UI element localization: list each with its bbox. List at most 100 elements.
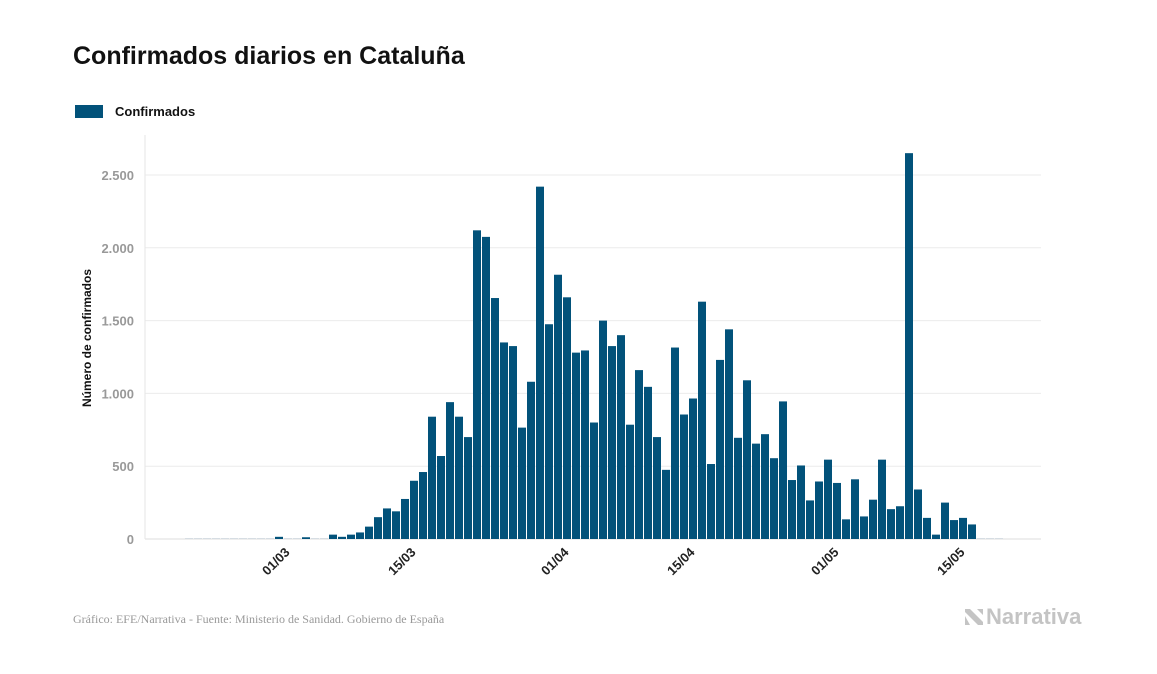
bar-25/03 <box>500 342 508 539</box>
legend-label: Confirmados <box>115 104 196 119</box>
bar-19/03 <box>446 402 454 539</box>
bar-13/04 <box>671 347 679 539</box>
bar-15/03 <box>410 480 418 539</box>
legend: Confirmados <box>75 104 195 119</box>
bar-23/04 <box>761 434 769 539</box>
bar-24/04 <box>770 458 778 539</box>
x-tick-label: 01/05 <box>808 545 842 579</box>
bar-21/04 <box>743 380 751 539</box>
bar-10/04 <box>644 386 652 539</box>
bar-01/04 <box>563 297 571 539</box>
bar-09/04 <box>635 370 643 539</box>
y-tick-label: 1.500 <box>101 314 134 329</box>
bar-23/02 <box>221 538 229 539</box>
y-axis-ticks: 0 500 1.000 1.500 2.000 2.500 <box>101 168 134 547</box>
bar-20/03 <box>455 416 463 539</box>
bar-09/05 <box>905 153 913 539</box>
bar-11/05 <box>923 517 931 539</box>
bar-07/03 <box>338 536 346 539</box>
bar-27/04 <box>797 465 805 539</box>
y-axis-label: Número de confirmados <box>80 269 94 407</box>
x-tick-label: 15/03 <box>385 545 419 579</box>
bar-20/02 <box>194 538 202 539</box>
bar-03/04 <box>581 350 589 539</box>
y-tick-label: 1.000 <box>101 386 134 401</box>
bar-19/04 <box>725 329 733 539</box>
bar-26/04 <box>788 480 796 539</box>
bar-16/03 <box>419 472 427 539</box>
bar-28/04 <box>806 500 814 539</box>
narrativa-logo: Narrativa <box>963 604 1081 630</box>
bar-22/04 <box>752 443 760 539</box>
bar-12/05 <box>932 534 940 539</box>
bar-12/04 <box>662 469 670 539</box>
bar-30/04 <box>824 459 832 539</box>
bar-18/03 <box>437 456 445 539</box>
bar-24/02 <box>230 538 238 539</box>
bar-28/02 <box>266 538 274 539</box>
x-tick-label: 01/04 <box>538 544 572 578</box>
bar-30/03 <box>545 324 553 539</box>
bar-20/04 <box>734 437 742 539</box>
bar-06/03 <box>329 534 337 539</box>
bar-01/05 <box>833 482 841 539</box>
bar-14/05 <box>950 520 958 539</box>
bar-19/02 <box>185 538 193 539</box>
bar-08/05 <box>896 506 904 539</box>
bar-13/03 <box>392 511 400 539</box>
bar-06/05 <box>878 459 886 539</box>
logo-text: Narrativa <box>986 604 1082 629</box>
bar-28/03 <box>527 381 535 539</box>
bar-26/03 <box>509 346 517 539</box>
bar-25/04 <box>779 401 787 539</box>
bar-27/02 <box>257 538 265 539</box>
y-tick-label: 2.000 <box>101 241 134 256</box>
chart-title: Confirmados diarios en Cataluña <box>73 42 465 70</box>
bar-15/05 <box>959 517 967 539</box>
bar-29/04 <box>815 481 823 539</box>
bar-17/05 <box>977 538 985 539</box>
bar-02/05 <box>842 519 850 539</box>
bar-29/02 <box>275 536 283 539</box>
bar-22/02 <box>212 538 220 539</box>
bar-19/05 <box>995 538 1003 539</box>
bar-31/03 <box>554 274 562 539</box>
bar-04/04 <box>590 422 598 539</box>
bar-26/02 <box>248 538 256 539</box>
bar-22/03 <box>473 230 481 539</box>
bar-02/04 <box>572 352 580 539</box>
legend-swatch <box>75 105 103 118</box>
bar-08/03 <box>347 534 355 539</box>
bar-15/04 <box>689 398 697 539</box>
bars <box>185 153 1003 539</box>
bar-09/03 <box>356 532 364 539</box>
bar-02/03 <box>293 538 301 539</box>
bar-17/03 <box>428 416 436 539</box>
bar-05/03 <box>320 538 328 539</box>
bar-10/05 <box>914 489 922 539</box>
bar-18/04 <box>716 359 724 539</box>
bar-05/04 <box>599 320 607 539</box>
bar-04/05 <box>860 516 868 539</box>
y-tick-label: 2.500 <box>101 168 134 183</box>
bar-27/03 <box>518 427 526 539</box>
bar-17/04 <box>707 464 715 539</box>
source-footer: Gráfico: EFE/Narrativa - Fuente: Ministe… <box>73 612 445 626</box>
bar-05/05 <box>869 499 877 539</box>
narrativa-logo-icon <box>965 609 983 625</box>
bar-16/05 <box>968 524 976 539</box>
bar-18/05 <box>986 538 994 539</box>
bar-29/03 <box>536 186 544 539</box>
y-tick-label: 500 <box>112 459 134 474</box>
x-tick-label: 15/05 <box>934 545 968 579</box>
bar-08/04 <box>626 424 634 539</box>
bar-07/05 <box>887 509 895 539</box>
bar-13/05 <box>941 502 949 539</box>
bar-07/04 <box>617 335 625 539</box>
bar-03/03 <box>302 537 310 539</box>
x-axis-ticks: 01/03 15/03 01/04 15/04 01/05 15/05 <box>259 544 968 578</box>
bar-01/03 <box>284 538 292 539</box>
bar-12/03 <box>383 508 391 539</box>
y-tick-label: 0 <box>127 532 134 547</box>
